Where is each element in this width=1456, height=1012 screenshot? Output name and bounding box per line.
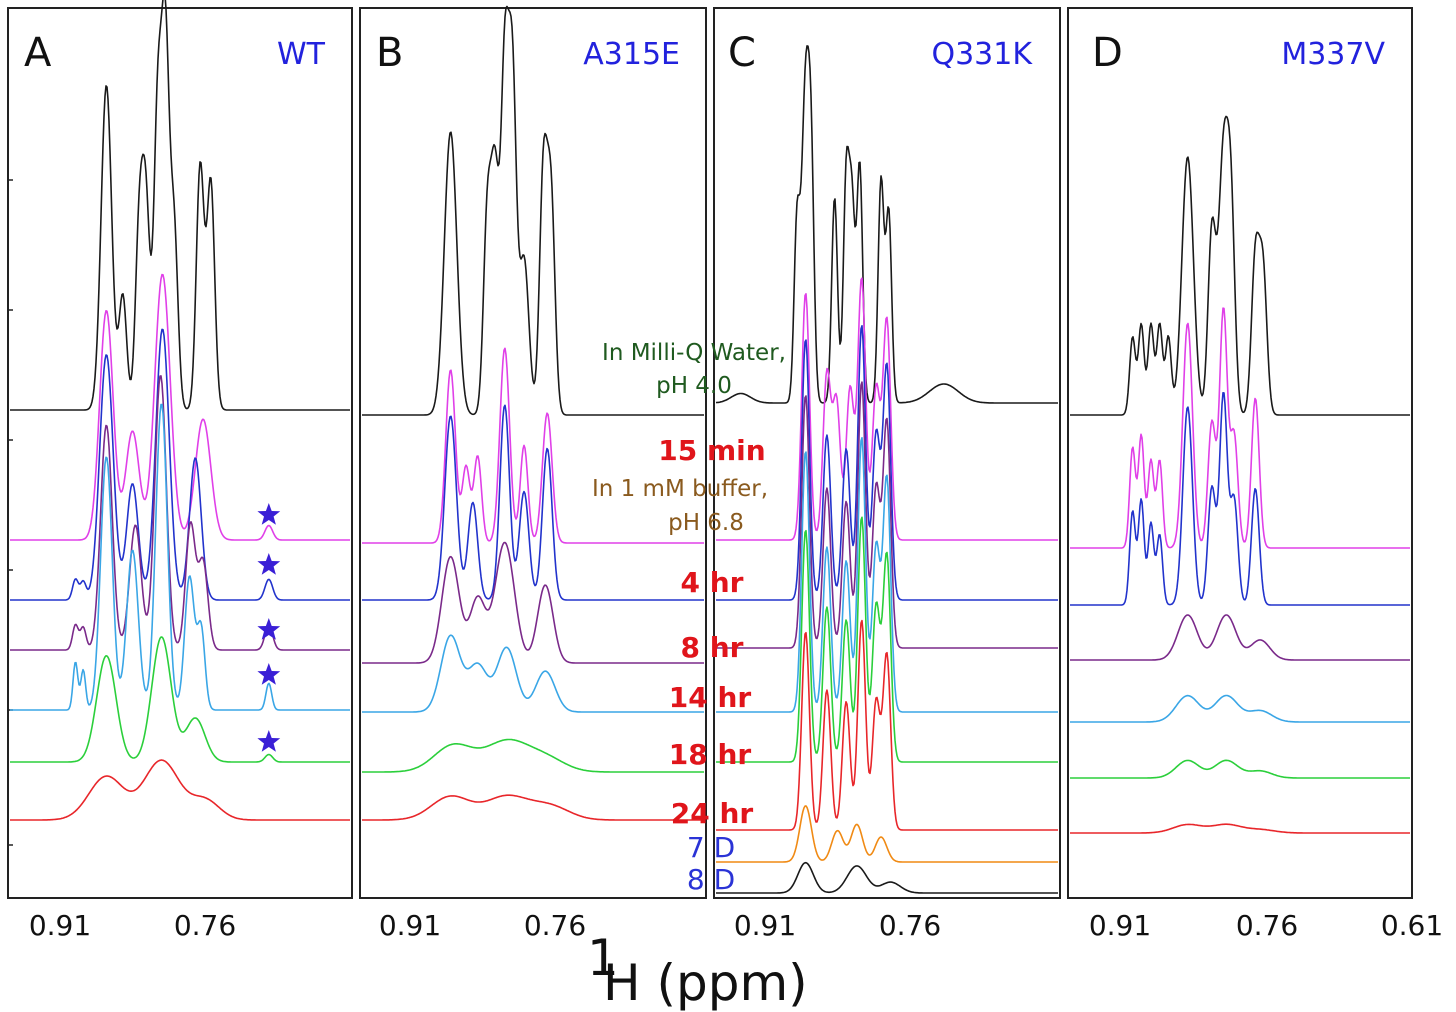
panel-d-spectra	[1070, 115, 1410, 834]
panel-c-letter: C	[728, 30, 756, 76]
spectrum-line-c-7-d	[716, 805, 1058, 863]
spectrum-line-d-24-hr	[1070, 823, 1410, 834]
panel-c-variant: Q331K	[931, 37, 1033, 72]
spectrum-line-a-24-hr	[10, 759, 350, 821]
day-label: 8 D	[687, 863, 735, 896]
annotation-buffer-line2: pH 6.8	[668, 510, 744, 536]
panel-b-frame	[359, 7, 707, 899]
spectrum-line-a-8-hr	[10, 375, 350, 651]
star-marker	[257, 618, 281, 640]
panel-b-variant: A315E	[583, 37, 680, 72]
panel-d-frame	[1067, 7, 1413, 899]
spectrum-line-c-15-min	[716, 277, 1058, 541]
x-axis-label: H (ppm)	[603, 954, 808, 1012]
star-marker	[257, 730, 281, 752]
tick-label: 0.91	[29, 909, 91, 942]
time-label: 15 min	[658, 434, 765, 467]
spectrum-line-a-18-hr	[10, 636, 350, 763]
spectrum-line-c-18-hr	[716, 516, 1058, 763]
tick-label: 0.61	[1381, 909, 1443, 942]
spectrum-line-c-24-hr	[716, 619, 1058, 831]
spectrum-line-d-milli-q	[1070, 115, 1410, 416]
spectrum-line-a-milli-q	[10, 0, 350, 411]
spectrum-line-a-4-hr	[10, 328, 350, 601]
star-marker	[257, 503, 281, 525]
spectrum-line-b-24-hr	[362, 794, 704, 821]
panel-a-frame	[7, 7, 353, 899]
tick-label: 0.91	[1089, 909, 1151, 942]
spectrum-line-d-4-hr	[1070, 392, 1410, 606]
spectrum-line-c-milli-q	[715, 45, 1058, 404]
annotation-water-line1: In Milli-Q Water,	[602, 340, 786, 366]
spectrum-line-d-14-hr	[1070, 694, 1410, 723]
tick-label: 0.91	[379, 909, 441, 942]
tick-label: 0.76	[1236, 909, 1298, 942]
panel-a-letter: A	[24, 30, 52, 76]
annotation-buffer-line1: In 1 mM buffer,	[592, 476, 768, 502]
spectrum-line-b-18-hr	[362, 738, 704, 773]
spectrum-line-b-milli-q	[362, 5, 704, 416]
spectrum-line-d-15-min	[1070, 307, 1410, 549]
time-label: 4 hr	[681, 566, 744, 599]
star-marker	[257, 553, 281, 575]
spectrum-line-c-14-hr	[716, 437, 1058, 713]
spectrum-line-d-18-hr	[1070, 759, 1410, 779]
spectrum-line-b-14-hr	[362, 634, 704, 713]
panel-d-letter: D	[1092, 30, 1123, 76]
panel-a-stars	[257, 503, 281, 752]
panel-b-letter: B	[376, 30, 403, 76]
panel-c-spectra	[715, 45, 1058, 894]
panel-a-variant: WT	[277, 37, 326, 72]
tick-label: 0.76	[879, 909, 941, 942]
spectrum-line-b-8-hr	[362, 541, 704, 664]
spectrum-line-c-8-hr	[716, 381, 1058, 649]
x-axis-label-sup: 1	[587, 929, 619, 987]
annotation-water-line2: pH 4.0	[656, 373, 732, 399]
star-marker	[257, 663, 281, 685]
panel-d-variant: M337V	[1281, 37, 1385, 72]
tick-label: 0.76	[524, 909, 586, 942]
day-label: 7 D	[687, 831, 735, 864]
spectrum-line-b-4-hr	[362, 404, 704, 601]
spectrum-line-a-15-min	[10, 273, 350, 541]
time-label: 14 hr	[669, 681, 752, 714]
spectrum-line-d-8-hr	[1070, 614, 1410, 661]
spectrum-line-c-4-hr	[716, 325, 1058, 601]
panel-a-spectra	[10, 0, 350, 821]
spectrum-line-b-15-min	[362, 347, 704, 544]
time-label: 24 hr	[671, 797, 754, 830]
tick-label: 0.91	[734, 909, 796, 942]
panel-b-spectra	[362, 5, 704, 821]
time-label: 18 hr	[669, 738, 752, 771]
tick-label: 0.76	[174, 909, 236, 942]
panel-c-frame	[713, 7, 1061, 899]
spectrum-line-c-8-d	[716, 861, 1058, 894]
time-label: 8 hr	[681, 631, 744, 664]
spectrum-line-a-14-hr	[10, 403, 350, 711]
